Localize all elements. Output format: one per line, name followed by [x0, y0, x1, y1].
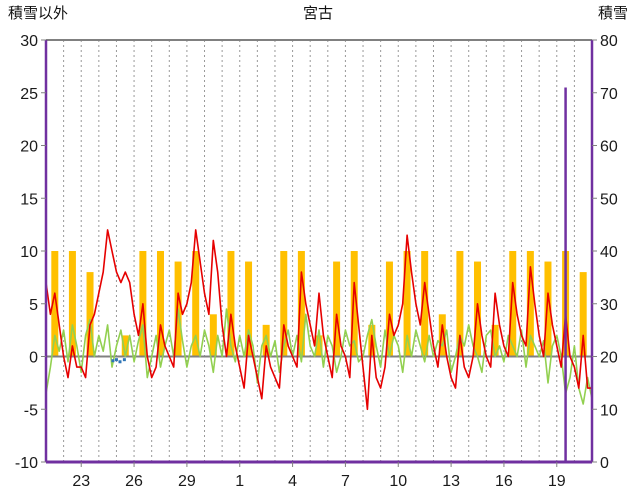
sunshine-bar — [385, 261, 393, 357]
x-tick-label: 10 — [389, 473, 407, 490]
sunshine-bar — [438, 314, 446, 357]
left-tick-label: 0 — [29, 350, 38, 367]
sunshine-bar — [51, 251, 59, 357]
left-tick-label: 20 — [20, 139, 38, 156]
sunshine-bar — [544, 261, 552, 357]
right-tick-label: 10 — [600, 402, 618, 419]
right-tick-label: 20 — [600, 350, 618, 367]
x-tick-label: 23 — [72, 473, 90, 490]
sunshine-bar — [350, 251, 358, 357]
sunshine-bar — [209, 314, 217, 357]
right-tick-label: 30 — [600, 297, 618, 314]
left-tick-label: 30 — [20, 33, 38, 50]
sunshine-bar — [227, 251, 235, 357]
green-series-line — [45, 308, 593, 405]
red-series-line — [45, 229, 592, 411]
x-tick-label: 7 — [341, 473, 350, 490]
precip-mark — [118, 360, 122, 364]
left-tick-label: 15 — [20, 191, 38, 208]
left-tick-label: -5 — [24, 402, 38, 419]
left-tick-label: 10 — [20, 244, 38, 261]
sunshine-bar — [333, 261, 341, 357]
x-tick-label: 1 — [235, 473, 244, 490]
precip-mark — [111, 359, 115, 363]
right-tick-label: 0 — [600, 455, 609, 472]
sunshine-bar — [192, 251, 200, 357]
right-tick-label: 60 — [600, 139, 618, 156]
sunshine-bar — [156, 251, 164, 357]
sunshine-bar — [245, 261, 253, 357]
left-axis-title: 積雪以外 — [8, 5, 69, 22]
x-tick-label: 4 — [288, 473, 297, 490]
sunshine-bar — [68, 251, 76, 357]
x-tick-label: 26 — [125, 473, 143, 490]
right-tick-label: 80 — [600, 33, 618, 50]
sunshine-bar — [491, 324, 499, 357]
sunshine-bar — [421, 251, 429, 357]
sunshine-bar — [121, 335, 129, 357]
right-tick-label: 70 — [600, 86, 618, 103]
left-tick-label: -10 — [15, 455, 38, 472]
sunshine-bar — [297, 251, 305, 357]
right-axis-title: 積雪 — [597, 5, 628, 22]
right-tick-label: 50 — [600, 191, 618, 208]
x-tick-label: 29 — [178, 473, 196, 490]
left-tick-label: 25 — [20, 86, 38, 103]
right-tick-label: 40 — [600, 244, 618, 261]
sunshine-bar — [315, 335, 323, 357]
sunshine-bar — [579, 272, 587, 357]
sunshine-bar — [526, 251, 534, 357]
sunshine-bar — [86, 272, 94, 357]
sunshine-bar — [403, 251, 411, 357]
precip-mark — [122, 358, 126, 362]
sunshine-bar — [509, 251, 517, 357]
sunshine-bar — [262, 324, 270, 357]
sunshine-bar — [280, 251, 288, 357]
x-tick-label: 16 — [495, 473, 513, 490]
precip-mark — [114, 358, 118, 362]
x-tick-label: 13 — [442, 473, 460, 490]
chart-title: 宮古 — [302, 5, 333, 22]
left-tick-label: 5 — [29, 297, 38, 314]
x-tick-label: 19 — [548, 473, 566, 490]
sunshine-bar — [456, 251, 464, 357]
